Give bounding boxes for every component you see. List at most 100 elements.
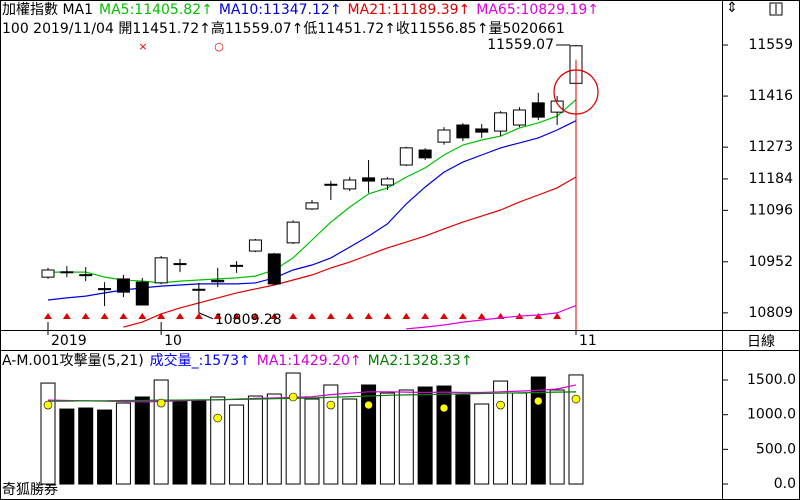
volume-bar	[549, 389, 565, 485]
signal-triangle	[62, 313, 71, 319]
ma-line	[48, 391, 577, 402]
signal-triangle	[270, 313, 279, 319]
low-annotation: 10809.28	[215, 312, 282, 328]
cursor-circle	[553, 69, 599, 115]
y-tick-label: 0.0	[774, 476, 796, 492]
candle-body	[230, 264, 244, 267]
signal-triangle	[308, 313, 316, 319]
volume-bar	[229, 404, 245, 485]
window-icon[interactable]	[769, 2, 783, 16]
candle-body	[343, 179, 357, 190]
y-tick-label: 500.0	[756, 441, 796, 457]
volume-bar	[247, 395, 263, 485]
signal-triangle	[81, 313, 90, 319]
candle-body	[135, 281, 149, 306]
signal-triangle	[345, 313, 354, 319]
indicator-dot	[156, 398, 166, 408]
legend-entry: MA21:11189.39↑	[348, 2, 471, 18]
volume-bar	[568, 374, 584, 485]
volume-bar	[59, 408, 75, 485]
volume-bar	[285, 372, 301, 485]
candle-body	[494, 112, 508, 132]
signal-triangle	[176, 313, 184, 319]
indicator-dot	[571, 394, 581, 404]
indicator-dot	[43, 400, 53, 410]
candle-body	[362, 177, 376, 182]
indicator-dot	[213, 413, 223, 423]
footer: 奇狐勝券	[2, 481, 58, 498]
candle-body	[79, 274, 93, 277]
indicator-dot	[364, 400, 373, 410]
candle-body	[286, 221, 300, 244]
candle-body	[116, 278, 130, 293]
volume-bar	[474, 403, 490, 485]
volume-bar	[417, 386, 433, 485]
indicator-dot	[439, 403, 449, 413]
candle-body	[267, 253, 281, 285]
signal-triangle	[100, 313, 109, 319]
x-tick-label: 11	[579, 333, 597, 349]
ma-line	[47, 120, 577, 301]
y-tick-label: 11273	[748, 139, 793, 155]
volume-bar	[191, 399, 207, 485]
signal-triangle	[251, 313, 260, 319]
signal-triangle	[402, 313, 411, 319]
legend-entry: MA5:11405.82↑	[99, 2, 213, 18]
candle-body	[380, 178, 394, 186]
volume-bar	[153, 379, 169, 485]
x-tick-label: 2019	[51, 333, 87, 349]
period-label: 日線	[747, 334, 775, 350]
legend-entry: MA10:11347.12↑	[219, 2, 342, 18]
signal-triangle	[383, 313, 392, 319]
candle-body	[305, 202, 319, 210]
volume-bar	[97, 409, 113, 485]
signal-triangle	[119, 313, 128, 319]
candle-body	[475, 128, 489, 133]
candle-body	[550, 100, 564, 113]
signal-triangle	[157, 313, 166, 319]
signal-triangle	[44, 313, 52, 319]
y-tick-label: 10952	[748, 254, 793, 270]
volume-bar	[304, 398, 320, 485]
chart-title: 加權指數 MA1	[2, 2, 93, 18]
volume-bar	[266, 393, 282, 485]
volume-bar	[78, 407, 94, 485]
signal-triangle	[213, 313, 222, 319]
y-tick-label: 1500.0	[747, 372, 796, 388]
panel-title: A-M.001攻擊量(5,21)	[2, 352, 144, 369]
volume-bar	[115, 402, 131, 485]
candle-body	[98, 288, 112, 291]
indicator-dot	[496, 400, 505, 410]
indicator-dot	[288, 392, 298, 402]
volume-bar	[398, 389, 414, 485]
y-tick-label: 11184	[748, 171, 793, 187]
candle-body	[60, 271, 74, 274]
header-line: A-M.001攻擊量(5,21) 成交量_:1573↑ MA1:1429.20↑ MA…	[2, 352, 473, 369]
volume-bar	[379, 392, 395, 485]
candle-body	[192, 288, 206, 291]
scroll-icon[interactable]: ⇕	[726, 0, 738, 16]
signal-triangle	[553, 313, 562, 319]
ma-line	[47, 384, 577, 403]
volume-bar	[172, 399, 188, 485]
y-tick-label: 1000.0	[747, 407, 796, 423]
candle-body	[456, 124, 470, 139]
indicator-dot	[533, 396, 543, 406]
signal-triangle	[232, 313, 241, 319]
signal-mark: ×	[138, 40, 147, 53]
signal-triangle	[364, 313, 373, 319]
signal-triangle	[477, 313, 486, 319]
indicator-dot	[326, 400, 336, 410]
volume-bar	[530, 376, 546, 485]
high-annotation: 11559.07	[487, 37, 554, 53]
y-tick-label: 10809	[748, 305, 793, 321]
volume-bar	[493, 380, 509, 485]
candle-body	[418, 149, 432, 159]
legend-entry: 成交量_:1573↑	[150, 352, 251, 369]
signal-triangle	[458, 313, 467, 319]
volume-bar	[40, 382, 56, 485]
signal-triangle	[534, 313, 543, 319]
header-line: 加權指數 MA1 MA5:11405.82↑ MA10:11347.12↑ MA21:…	[2, 2, 599, 18]
candle-body	[41, 269, 55, 278]
